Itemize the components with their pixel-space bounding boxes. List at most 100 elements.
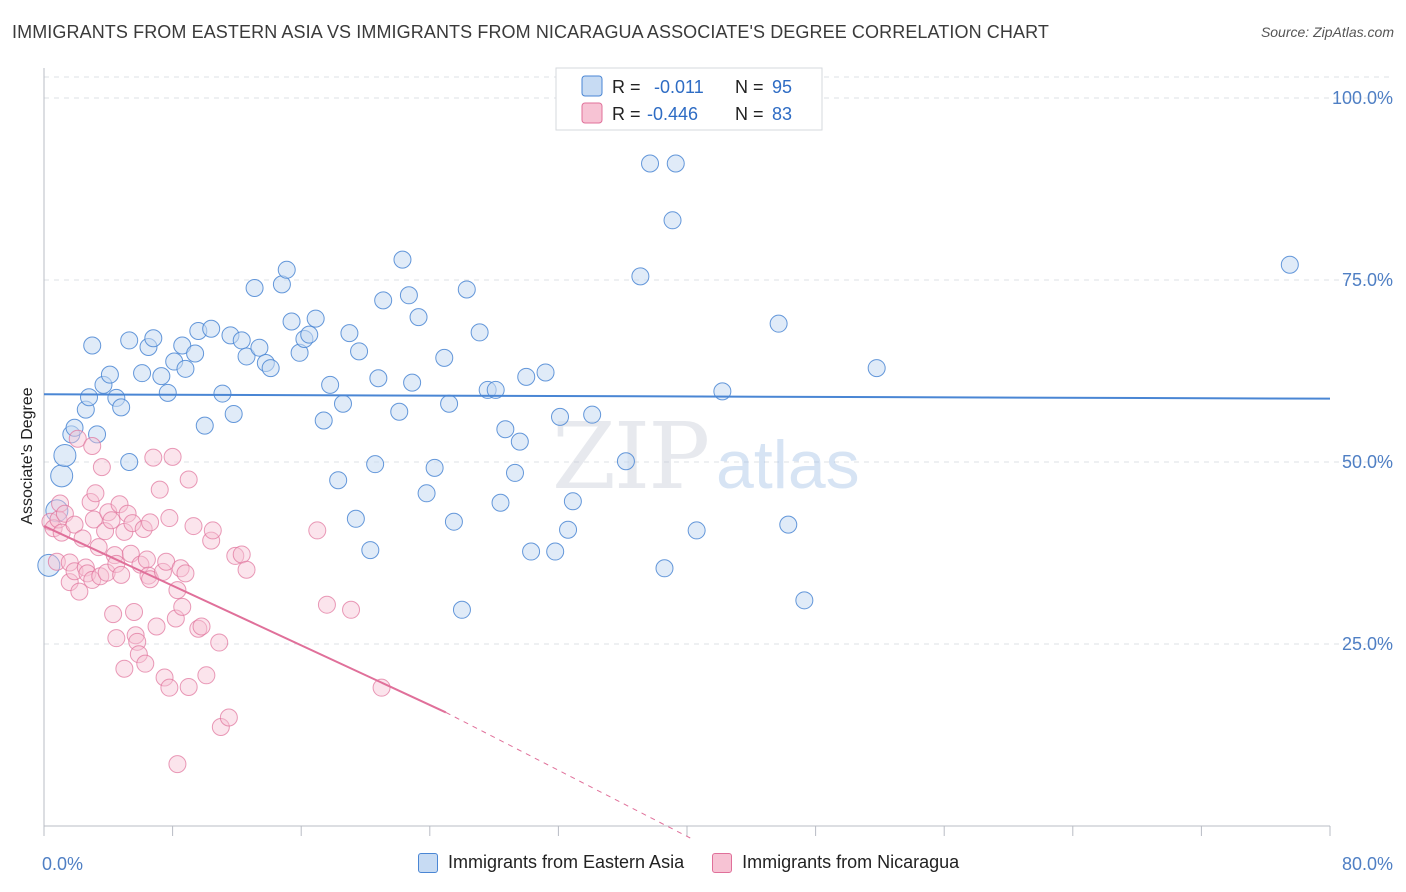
chart-title: IMMIGRANTS FROM EASTERN ASIA VS IMMIGRAN… (12, 22, 1049, 42)
point-nicaragua-20 (86, 484, 105, 503)
bottom-legend: Immigrants from Eastern Asia Immigrants … (418, 852, 987, 873)
point-nicaragua-48 (141, 513, 160, 532)
point-eastern-asia-14 (120, 331, 139, 350)
point-eastern-asia-3 (53, 443, 77, 467)
point-eastern-asia-52 (369, 369, 388, 388)
point-nicaragua-2 (47, 552, 66, 571)
point-nicaragua-56 (163, 447, 182, 466)
point-eastern-asia-68 (486, 380, 505, 399)
point-nicaragua-16 (81, 493, 100, 512)
point-nicaragua-8 (60, 573, 79, 592)
point-nicaragua-55 (160, 509, 179, 528)
point-nicaragua-23 (92, 458, 111, 477)
x-tick-label-0: 0.0% (42, 854, 83, 874)
legend-n-value-1: 95 (772, 77, 792, 97)
y-tick-label-2: 75.0% (1342, 270, 1393, 290)
legend-n-label-2: N = (735, 104, 764, 124)
legend-item-nicaragua[interactable]: Immigrants from Nicaragua (712, 852, 959, 873)
point-eastern-asia-84 (655, 559, 674, 578)
point-nicaragua-57 (166, 609, 185, 628)
point-eastern-asia-72 (510, 432, 529, 451)
y-tick-label-1: 50.0% (1342, 452, 1393, 472)
point-eastern-asia-80 (583, 405, 602, 424)
point-nicaragua-76 (317, 595, 336, 614)
point-nicaragua-17 (83, 436, 102, 455)
point-eastern-asia-70 (496, 420, 515, 439)
legend-label-eastern-asia: Immigrants from Eastern Asia (448, 852, 685, 872)
point-eastern-asia-83 (641, 154, 660, 173)
point-eastern-asia-7 (80, 388, 99, 407)
series-nicaragua (41, 429, 391, 774)
trend-eastern-asia (43, 393, 1331, 400)
point-eastern-asia-47 (340, 324, 359, 343)
point-eastern-asia-23 (186, 344, 205, 363)
point-nicaragua-40 (126, 626, 145, 645)
legend-item-eastern-asia[interactable]: Immigrants from Eastern Asia (418, 852, 684, 873)
trend-lines (43, 393, 1331, 839)
point-eastern-asia-66 (470, 323, 489, 342)
tick-labels: 25.0% 50.0% 75.0% 100.0% 0.0% 80.0% (42, 88, 1393, 874)
point-eastern-asia-85 (663, 211, 682, 230)
point-eastern-asia-30 (232, 331, 251, 350)
legend-swatch-pink (581, 102, 603, 124)
point-eastern-asia-17 (144, 329, 163, 348)
point-eastern-asia-62 (440, 394, 459, 413)
point-eastern-asia-55 (393, 250, 412, 269)
point-eastern-asia-73 (517, 367, 536, 386)
point-eastern-asia-81 (616, 452, 635, 471)
legend-swatch-nicaragua (712, 852, 733, 873)
legend-label-nicaragua: Immigrants from Nicaragua (742, 852, 960, 872)
legend-swatch-blue (581, 75, 603, 97)
point-eastern-asia-44 (321, 375, 340, 394)
point-eastern-asia-12 (112, 398, 131, 417)
point-nicaragua-79 (160, 678, 179, 697)
point-eastern-asia-59 (417, 484, 436, 503)
point-eastern-asia-32 (245, 279, 264, 298)
point-eastern-asia-58 (409, 308, 428, 327)
point-nicaragua-24 (96, 522, 115, 541)
point-nicaragua-45 (137, 550, 156, 569)
point-nicaragua-36 (118, 504, 137, 523)
point-eastern-asia-43 (314, 411, 333, 430)
point-nicaragua-28 (104, 605, 123, 624)
point-eastern-asia-54 (390, 402, 409, 421)
point-eastern-asia-42 (306, 309, 325, 328)
point-eastern-asia-38 (282, 312, 301, 331)
point-eastern-asia-76 (546, 542, 565, 561)
point-nicaragua-59 (171, 559, 190, 578)
point-nicaragua-50 (147, 617, 166, 636)
point-nicaragua-60 (173, 597, 192, 616)
point-eastern-asia-15 (133, 364, 152, 383)
legend-n-value-2: 83 (772, 104, 792, 124)
point-eastern-asia-22 (176, 359, 195, 378)
point-eastern-asia-82 (631, 267, 650, 286)
point-eastern-asia-26 (202, 319, 221, 338)
point-eastern-asia-35 (261, 359, 280, 378)
point-nicaragua-67 (203, 521, 222, 540)
point-eastern-asia-45 (329, 471, 348, 490)
point-eastern-asia-27 (213, 384, 232, 403)
point-nicaragua-61 (179, 677, 198, 696)
point-eastern-asia-13 (120, 453, 139, 471)
y-tick-label-3: 100.0% (1332, 88, 1393, 108)
point-nicaragua-11 (68, 429, 87, 448)
point-eastern-asia-65 (457, 280, 476, 299)
point-eastern-asia-77 (551, 407, 570, 426)
point-nicaragua-34 (115, 659, 134, 678)
point-eastern-asia-78 (559, 520, 578, 539)
point-nicaragua-64 (192, 617, 211, 636)
point-eastern-asia-37 (277, 260, 296, 279)
point-eastern-asia-90 (779, 515, 798, 534)
point-eastern-asia-56 (399, 286, 418, 305)
point-eastern-asia-41 (300, 325, 319, 344)
point-nicaragua-75 (308, 521, 327, 540)
point-nicaragua-70 (219, 708, 238, 727)
point-eastern-asia-2 (50, 464, 74, 488)
watermark-atlas: atlas (716, 427, 860, 503)
point-eastern-asia-69 (491, 493, 510, 512)
legend-r-label-1: R = (612, 77, 641, 97)
point-nicaragua-49 (144, 448, 163, 467)
point-eastern-asia-71 (505, 463, 524, 482)
point-eastern-asia-25 (195, 416, 214, 435)
point-nicaragua-71 (226, 546, 245, 565)
